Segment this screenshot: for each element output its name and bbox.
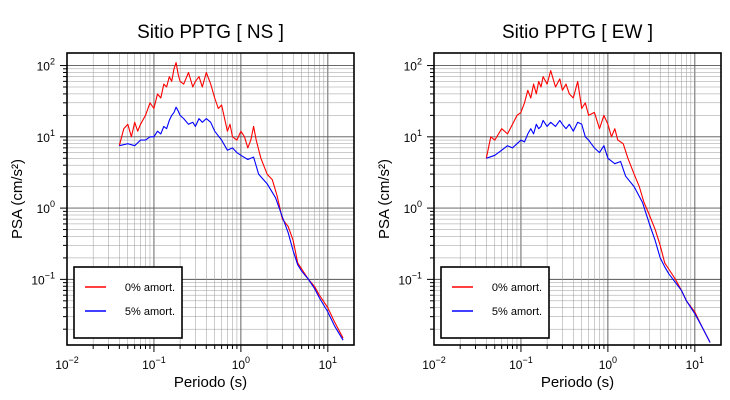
x-tick-label: 101 [319, 355, 337, 372]
x-axis-label: Periodo (s) [541, 374, 614, 391]
x-tick-base: 10 [686, 358, 700, 372]
y-tick-exponent: 2 [50, 57, 55, 67]
x-tick-label: 10−1 [509, 355, 533, 372]
legend-box [440, 266, 550, 339]
y-tick-label: 100 [37, 199, 55, 216]
y-tick-base: 10 [404, 60, 418, 74]
x-tick-base: 10 [599, 358, 613, 372]
y-tick-exponent: 0 [417, 199, 422, 209]
y-axis-label: PSA (cm/s²) [9, 159, 26, 239]
legend-label: 0% amort. [125, 282, 175, 294]
x-tick-base: 10 [232, 358, 246, 372]
legend-label: 5% amort. [125, 306, 175, 318]
plot-frame [66, 52, 355, 346]
x-tick-base: 10 [422, 358, 436, 372]
y-tick-label: 101 [404, 128, 422, 145]
y-tick-exponent: −1 [412, 270, 422, 280]
y-axis-label: PSA (cm/s²) [376, 159, 393, 239]
x-tick-exponent: 0 [612, 355, 617, 365]
y-tick-label: 102 [37, 57, 55, 74]
y-tick-exponent: 0 [50, 199, 55, 209]
x-tick-label: 10−2 [422, 355, 446, 372]
y-tick-exponent: 1 [50, 128, 55, 138]
x-tick-base: 10 [142, 358, 156, 372]
y-tick-label: 102 [404, 57, 422, 74]
legend-box [73, 266, 183, 339]
legend: 0% amort. 5% amort. [73, 266, 183, 339]
y-tick-exponent: −1 [45, 270, 55, 280]
x-tick-base: 10 [55, 358, 69, 372]
x-tick-label: 100 [599, 355, 617, 372]
y-tick-base: 10 [31, 273, 45, 287]
chart-title: Sitio PPTG [ NS ] [137, 22, 284, 43]
y-tick-base: 10 [398, 273, 412, 287]
x-tick-exponent: 1 [332, 355, 337, 365]
y-tick-base: 10 [404, 131, 418, 145]
plot-frame [433, 52, 722, 346]
x-tick-base: 10 [509, 358, 523, 372]
series-line-blue [486, 119, 711, 343]
x-tick-label: 100 [232, 355, 250, 372]
x-tick-label: 10−1 [142, 355, 166, 372]
x-tick-exponent: −2 [436, 355, 446, 365]
x-axis-label: Periodo (s) [174, 374, 247, 391]
legend-label: 0% amort. [492, 282, 542, 294]
x-tick-exponent: −2 [69, 355, 79, 365]
y-tick-base: 10 [37, 131, 51, 145]
x-tick-exponent: 1 [699, 355, 704, 365]
x-tick-label: 101 [686, 355, 704, 372]
chart-title: Sitio PPTG [ EW ] [502, 22, 653, 43]
series-line-blue [119, 106, 344, 341]
legend-label: 5% amort. [492, 306, 542, 318]
legend: 0% amort. 5% amort. [440, 266, 550, 339]
y-tick-exponent: 2 [417, 57, 422, 67]
y-tick-base: 10 [37, 60, 51, 74]
x-tick-base: 10 [319, 358, 333, 372]
y-tick-label: 101 [37, 128, 55, 145]
y-tick-label: 10−1 [31, 270, 55, 287]
y-tick-base: 10 [37, 202, 51, 216]
series-line-red [118, 62, 344, 339]
y-tick-label: 10−1 [398, 270, 422, 287]
x-tick-exponent: −1 [522, 355, 532, 365]
series-line-red [485, 70, 711, 343]
y-tick-label: 100 [404, 199, 422, 216]
x-tick-label: 10−2 [55, 355, 79, 372]
x-tick-exponent: −1 [155, 355, 165, 365]
y-tick-exponent: 1 [417, 128, 422, 138]
x-tick-exponent: 0 [245, 355, 250, 365]
y-tick-base: 10 [404, 202, 418, 216]
